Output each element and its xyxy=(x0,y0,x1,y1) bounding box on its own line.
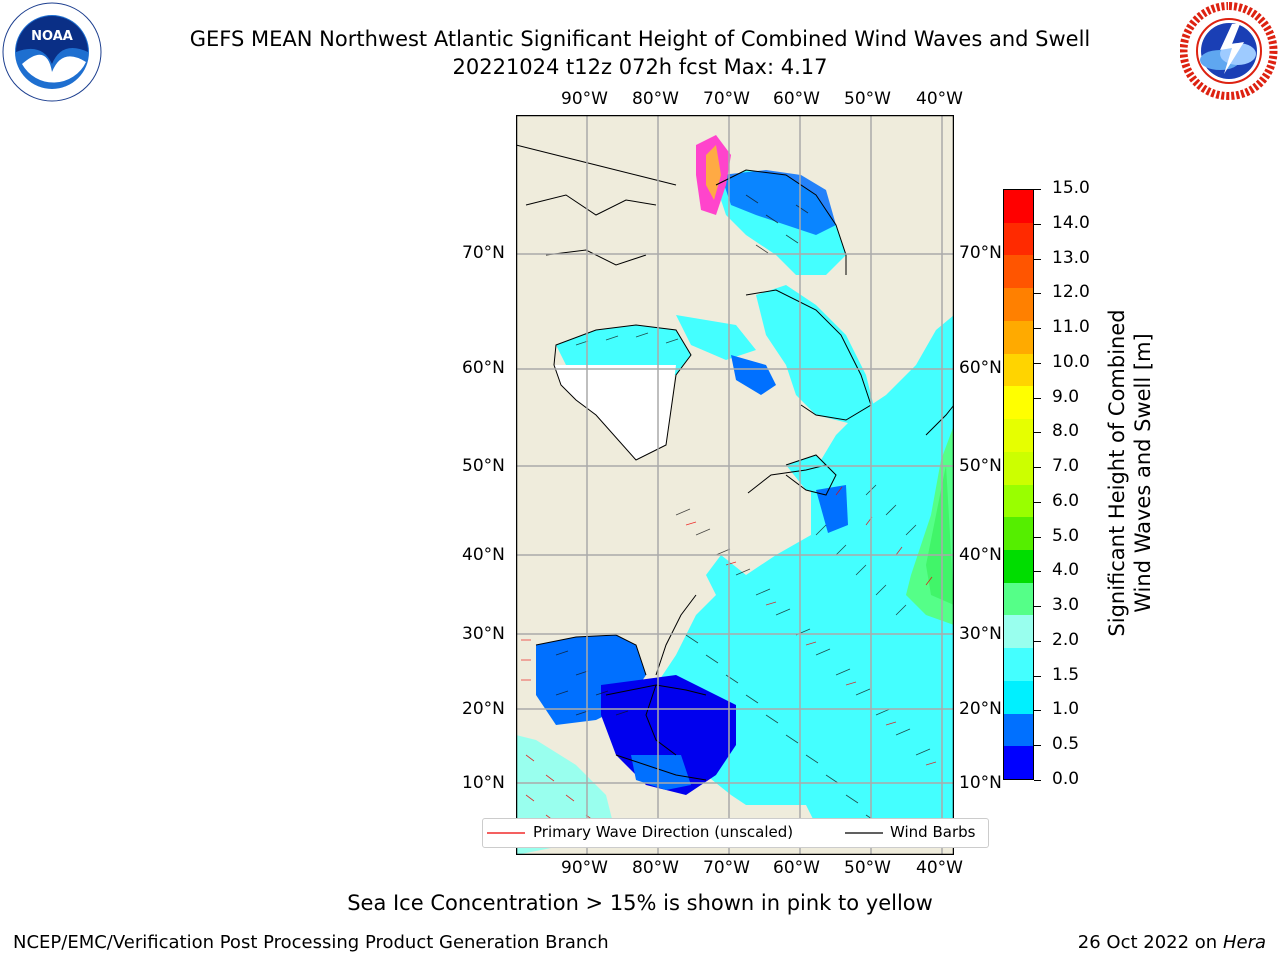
colorbar-tick-label: 4.0 xyxy=(1052,560,1080,581)
colorbar-label-line1: Significant Height of Combined xyxy=(1105,309,1129,637)
nws-logo xyxy=(1179,2,1278,100)
colorbar-tick-label: 6.0 xyxy=(1052,490,1080,511)
lat-label-left-30n: 30°N xyxy=(462,624,505,644)
colorbar-tick-label: 1.0 xyxy=(1052,699,1080,720)
lat-label-right-10n: 10°N xyxy=(959,773,1002,793)
colorbar-cell xyxy=(1004,713,1033,747)
colorbar-tick-label: 3.0 xyxy=(1052,595,1080,616)
colorbar-cell xyxy=(1004,353,1033,387)
map-legend: Primary Wave Direction (unscaled) Wind B… xyxy=(482,818,989,848)
colorbar-tick-mark xyxy=(1034,606,1041,608)
colorbar-cell xyxy=(1004,680,1033,715)
colorbar-tick-mark xyxy=(1034,467,1041,469)
colorbar-tick-mark xyxy=(1034,397,1041,399)
lon-label-bottom-80w: 80°W xyxy=(632,858,679,878)
lat-label-left-20n: 20°N xyxy=(462,699,505,719)
colorbar-cell xyxy=(1004,288,1033,322)
colorbar-tick-mark xyxy=(1034,745,1041,747)
footer-date: 26 Oct 2022 on Hera xyxy=(1078,932,1266,953)
lat-label-right-20n: 20°N xyxy=(959,699,1002,719)
colorbar-tick-mark xyxy=(1034,710,1041,712)
colorbar-tick-label: 0.0 xyxy=(1052,769,1080,789)
colorbar-tick-label: 0.5 xyxy=(1052,734,1080,755)
colorbar-tick-label: 13.0 xyxy=(1052,247,1090,268)
lon-label-top-80w: 80°W xyxy=(632,89,679,109)
lat-label-left-60n: 60°N xyxy=(462,358,505,378)
lon-label-top-90w: 90°W xyxy=(561,89,608,109)
colorbar-tick-label: 10.0 xyxy=(1052,351,1090,372)
colorbar-cell xyxy=(1004,255,1033,289)
legend-wind-barbs-label: Wind Barbs xyxy=(890,823,976,841)
colorbar-tick-mark xyxy=(1034,328,1041,330)
colorbar-cell xyxy=(1004,549,1033,584)
lat-label-left-70n: 70°N xyxy=(462,243,505,263)
colorbar-tick-label: 15.0 xyxy=(1052,178,1090,198)
chart-subtitle: 20221024 t12z 072h fcst Max: 4.17 xyxy=(452,55,828,79)
colorbar-tick-mark xyxy=(1034,536,1041,538)
lon-label-top-50w: 50°W xyxy=(844,89,891,109)
lat-label-left-50n: 50°N xyxy=(462,456,505,476)
lon-label-bottom-60w: 60°W xyxy=(773,858,820,878)
lat-label-right-30n: 30°N xyxy=(959,624,1002,644)
lon-label-top-40w: 40°W xyxy=(916,89,963,109)
colorbar-cell xyxy=(1004,419,1033,453)
lat-label-right-70n: 70°N xyxy=(959,243,1002,263)
colorbar-tick-mark xyxy=(1034,258,1041,260)
colorbar-tick-label: 9.0 xyxy=(1052,386,1080,407)
colorbar-tick-label: 7.0 xyxy=(1052,456,1080,477)
colorbar-cell xyxy=(1004,190,1033,224)
colorbar-tick-label: 11.0 xyxy=(1052,317,1090,338)
noaa-logo-text: NOAA xyxy=(31,29,73,44)
lon-label-bottom-40w: 40°W xyxy=(916,858,963,878)
colorbar-cell xyxy=(1004,517,1033,551)
lon-label-top-60w: 60°W xyxy=(773,89,820,109)
colorbar-tick-mark xyxy=(1034,780,1041,781)
lat-label-right-50n: 50°N xyxy=(959,456,1002,476)
chart-title: GEFS MEAN Northwest Atlantic Significant… xyxy=(189,27,1091,51)
legend-wave-direction-label: Primary Wave Direction (unscaled) xyxy=(533,823,794,841)
colorbar-tick-mark xyxy=(1034,189,1041,190)
colorbar xyxy=(1003,189,1034,780)
colorbar-tick-label: 1.5 xyxy=(1052,664,1080,685)
lon-label-top-70w: 70°W xyxy=(703,89,750,109)
footer-organization: NCEP/EMC/Verification Post Processing Pr… xyxy=(13,932,609,953)
map-svg xyxy=(515,114,955,856)
colorbar-cell xyxy=(1004,746,1033,780)
colorbar-cell xyxy=(1004,320,1033,355)
colorbar-tick-label: 8.0 xyxy=(1052,421,1080,442)
lat-label-right-60n: 60°N xyxy=(959,358,1002,378)
noaa-logo: NOAA xyxy=(2,2,102,102)
sea-ice-note: Sea Ice Concentration > 15% is shown in … xyxy=(347,891,933,915)
colorbar-tick-label: 2.0 xyxy=(1052,629,1080,650)
colorbar-tick-label: 5.0 xyxy=(1052,525,1080,546)
colorbar-tick-mark xyxy=(1034,223,1041,225)
lat-label-left-40n: 40°N xyxy=(462,545,505,565)
colorbar-tick-mark xyxy=(1034,640,1041,642)
lat-label-right-40n: 40°N xyxy=(959,545,1002,565)
colorbar-label-line2: Wind Waves and Swell [m] xyxy=(1131,333,1155,613)
colorbar-cell xyxy=(1004,582,1033,616)
colorbar-tick-mark xyxy=(1034,432,1041,434)
colorbar-tick-label: 12.0 xyxy=(1052,282,1090,303)
colorbar-cell xyxy=(1004,484,1033,518)
lat-label-left-10n: 10°N xyxy=(462,773,505,793)
colorbar-tick-mark xyxy=(1034,571,1041,573)
colorbar-cell xyxy=(1004,648,1033,682)
lon-label-bottom-90w: 90°W xyxy=(561,858,608,878)
footer-host: Hera xyxy=(1222,932,1266,953)
colorbar-tick-mark xyxy=(1034,293,1041,295)
colorbar-cell xyxy=(1004,615,1033,649)
footer-date-text: 26 Oct 2022 on xyxy=(1077,932,1223,953)
colorbar-tick-mark xyxy=(1034,675,1041,677)
colorbar-cell xyxy=(1004,386,1033,420)
colorbar-cell xyxy=(1004,451,1033,485)
map-panel xyxy=(515,114,955,856)
colorbar-tick-mark xyxy=(1034,362,1041,364)
lon-label-bottom-70w: 70°W xyxy=(703,858,750,878)
colorbar-tick-mark xyxy=(1034,501,1041,503)
colorbar-cell xyxy=(1004,222,1033,256)
lon-label-bottom-50w: 50°W xyxy=(844,858,891,878)
colorbar-tick-label: 14.0 xyxy=(1052,212,1090,233)
